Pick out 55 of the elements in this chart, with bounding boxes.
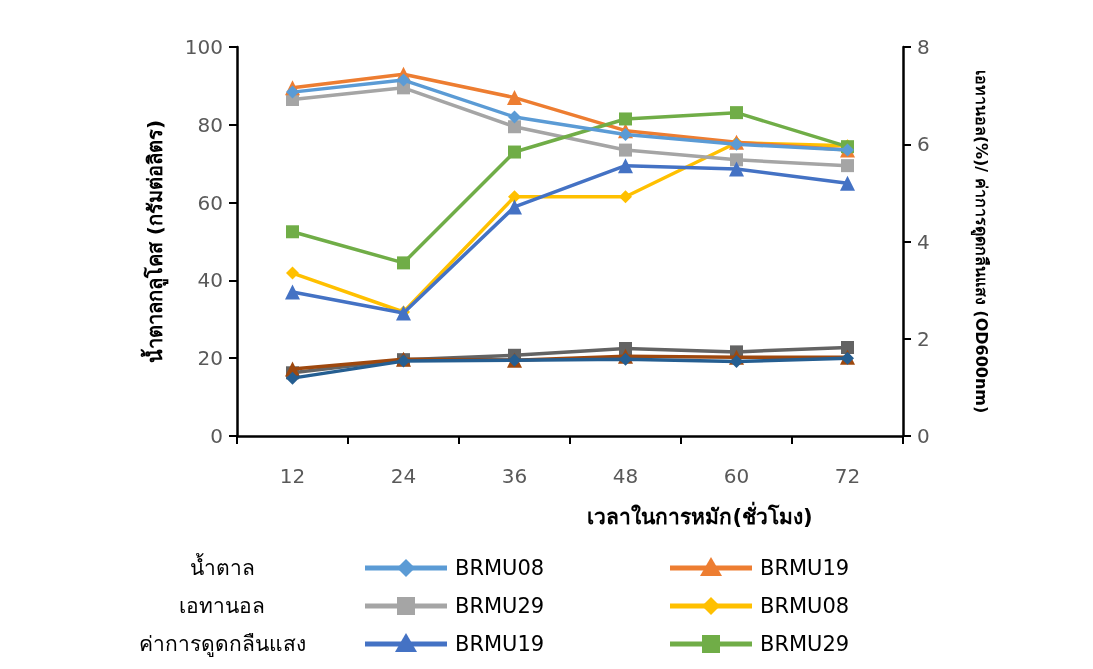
- y2-tick-label: 6: [917, 132, 930, 157]
- point: [286, 225, 299, 239]
- y-tick-label: 40: [197, 268, 223, 293]
- point: [730, 355, 743, 369]
- legend-label: BRMU08: [455, 556, 545, 580]
- point: [840, 175, 855, 191]
- legend-label: BRMU19: [760, 556, 850, 580]
- point: [841, 341, 854, 354]
- y2-tick-label: 8: [917, 35, 930, 59]
- point: [730, 106, 743, 120]
- y-tick-label: 60: [197, 190, 223, 215]
- point: [729, 161, 744, 177]
- point: [619, 128, 632, 142]
- point: [285, 284, 300, 300]
- point: [508, 120, 521, 134]
- point: [397, 73, 410, 87]
- y2-axis-title: เอทานอล(%)/ ค่าการดูดกลืนแสง (OD600nm): [969, 69, 991, 414]
- point: [619, 112, 632, 126]
- text: เอทานอล: [179, 594, 265, 618]
- legend-label: BRMU29: [455, 594, 545, 618]
- x-tick-label: 36: [501, 464, 528, 488]
- legend-label: BRMU08: [760, 594, 850, 618]
- y2-tick-label: 2: [917, 326, 930, 351]
- y-axis-title: น้ำตาลกลูโคส (กรัมต่อลิตร): [140, 119, 169, 364]
- y-tick-label: 80: [197, 112, 223, 137]
- point: [730, 153, 743, 167]
- y2-tick-label: 4: [917, 229, 930, 254]
- x-tick-label: 48: [612, 464, 639, 488]
- point: [286, 85, 299, 99]
- x-tick-label: 60: [723, 464, 750, 488]
- x-tick-label: 72: [834, 464, 861, 488]
- point: [286, 266, 299, 280]
- point: [508, 190, 521, 204]
- y-tick-label: 0: [210, 424, 223, 448]
- point: [508, 145, 521, 159]
- point: [618, 158, 633, 174]
- point: [619, 352, 632, 366]
- x-tick-label: 12: [279, 464, 306, 488]
- point: [508, 110, 521, 124]
- point: [619, 190, 632, 204]
- legend-label: BRMU29: [760, 632, 850, 656]
- y2-tick-label: 0: [917, 424, 930, 448]
- text: น้ำตาล: [189, 553, 255, 580]
- text: ค่าการดูดกลืนแสง: [138, 632, 306, 657]
- y-tick-label: 100: [184, 35, 223, 59]
- x-tick-label: 24: [390, 464, 417, 488]
- legend-label: BRMU19: [455, 632, 545, 656]
- point: [286, 371, 299, 385]
- y-tick-label: 20: [197, 346, 223, 371]
- point: [507, 199, 522, 215]
- x-axis-title: เวลาในการหมัก(ชั่วโมง): [587, 500, 813, 529]
- point: [619, 143, 632, 157]
- point: [507, 90, 522, 106]
- point: [841, 159, 854, 173]
- point: [397, 256, 410, 270]
